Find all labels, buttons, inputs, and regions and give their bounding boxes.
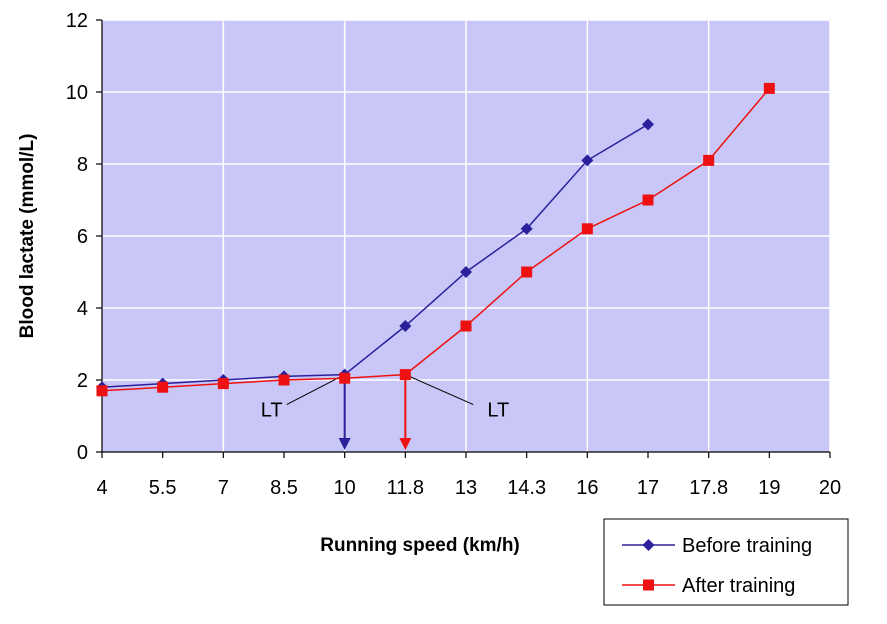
axes: [96, 19, 831, 458]
x-tick-label: 4: [96, 477, 107, 499]
data-point-after: [460, 320, 472, 332]
data-point-after: [703, 154, 715, 166]
y-tick-label: 6: [77, 226, 88, 248]
data-point-after: [217, 378, 229, 390]
lt-arrow-head: [399, 438, 412, 450]
legend-label-after: After training: [682, 575, 795, 597]
x-tick-label: 14.3: [507, 477, 546, 499]
data-point-after: [157, 381, 169, 393]
legend-label-before: Before training: [682, 535, 812, 557]
x-tick-label: 16: [576, 477, 598, 499]
data-point-after: [278, 374, 290, 386]
series-line-after: [101, 87, 770, 392]
data-point-after: [763, 82, 775, 94]
data-point-after: [642, 194, 654, 206]
x-tick-label: 17: [637, 477, 659, 499]
legend-marker-after: [643, 579, 654, 591]
x-axis-title: Running speed (km/h): [320, 535, 520, 556]
data-point-after: [399, 369, 411, 381]
x-tick-label: 11.8: [387, 477, 424, 499]
lt-leader-line: [286, 374, 345, 406]
x-tick-label: 20: [819, 477, 841, 499]
x-tick-labels: 4 5.5 7 8.5 10 11.8 13 14.3 16 17 17.8 19 20: [96, 477, 841, 499]
data-point-after: [339, 372, 351, 384]
y-tick-label: 10: [66, 82, 88, 104]
legend-box: [603, 518, 849, 606]
y-tick-labels: 0 2 4 6 8 10 12: [66, 10, 88, 464]
legend-marker-before: [642, 539, 655, 551]
x-tick-label: 5.5: [149, 477, 177, 499]
y-tick-label: 8: [77, 154, 88, 176]
lt-leader-line: [405, 374, 474, 406]
lt-label: LT: [261, 400, 283, 422]
y-tick-label: 2: [77, 370, 88, 392]
y-tick-label: 4: [77, 298, 88, 320]
data-point-after: [521, 266, 533, 278]
x-tick-label: 19: [758, 477, 780, 499]
y-tick-label: 12: [66, 10, 88, 32]
x-tick-label: 8.5: [270, 477, 298, 499]
x-tick-label: 7: [218, 477, 229, 499]
y-axis-title: Blood lactate (mmol/L): [17, 134, 38, 339]
data-point-before: [520, 222, 533, 235]
legend: Before training After training: [603, 518, 849, 606]
lt-label: LT: [487, 400, 509, 422]
data-point-before: [399, 320, 412, 332]
series-line-before: [101, 123, 649, 388]
data-point-before: [642, 118, 654, 131]
x-tick-label: 17.8: [689, 477, 728, 499]
x-tick-label: 10: [334, 477, 356, 499]
lt-annotations: LT LT: [261, 374, 509, 450]
y-tick-label: 0: [77, 442, 88, 464]
data-point-before: [460, 266, 472, 278]
x-tick-label: 13: [455, 477, 477, 499]
series: [96, 82, 775, 397]
data-point-after: [581, 223, 593, 235]
data-point-before: [581, 154, 594, 167]
data-point-after: [96, 385, 108, 397]
lt-arrow-head: [338, 438, 351, 450]
